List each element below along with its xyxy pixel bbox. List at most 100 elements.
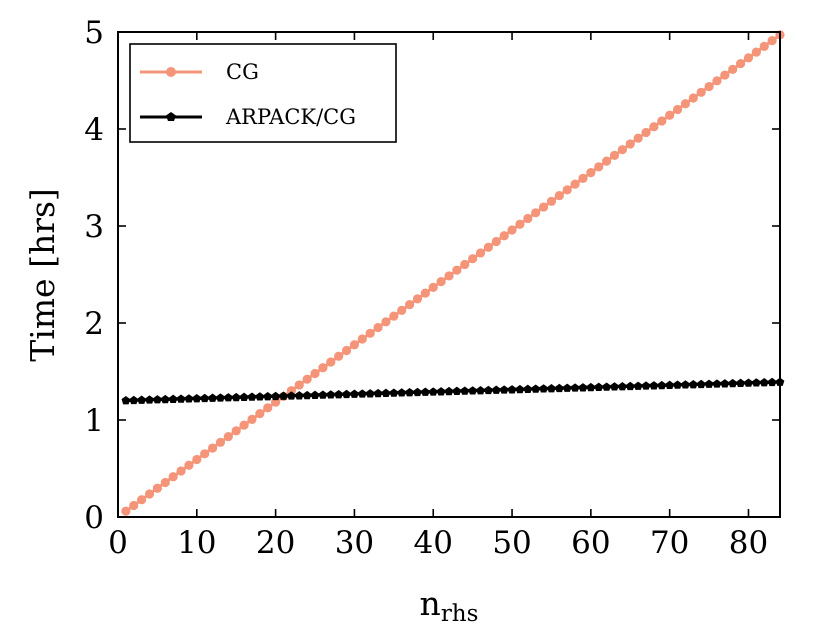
data-point-cg-41 [436, 277, 446, 287]
data-point-arpack-cg-6 [160, 394, 170, 404]
data-point-arpack-cg-81 [751, 378, 761, 387]
data-point-arpack-cg-43 [452, 386, 462, 395]
data-point-arpack-cg-53 [531, 384, 541, 393]
data-point-arpack-cg-31 [357, 389, 367, 398]
data-point-arpack-cg-14 [223, 393, 233, 402]
data-point-arpack-cg-21 [279, 391, 288, 400]
data-point-cg-55 [546, 196, 557, 206]
legend-swatch-arpack-marker [166, 112, 176, 121]
data-point-arpack-cg-20 [271, 391, 280, 401]
data-point-arpack-cg-17 [247, 392, 257, 401]
data-point-cg-67 [641, 127, 651, 138]
data-point-cg-32 [365, 328, 375, 338]
data-point-cg-47 [483, 242, 494, 252]
data-point-cg-17 [247, 414, 257, 424]
data-point-cg-39 [420, 288, 430, 298]
data-point-arpack-cg-27 [326, 390, 336, 399]
x-tick-label-10: 10 [177, 525, 216, 561]
data-point-arpack-cg-40 [428, 387, 438, 396]
data-point-cg-74 [696, 87, 706, 97]
data-point-cg-8 [176, 466, 186, 476]
data-point-arpack-cg-73 [688, 380, 698, 389]
data-point-arpack-cg-57 [562, 383, 572, 392]
ticks-layer: 0 10 20 30 40 50 60 70 80 0 1 2 3 4 5 [84, 15, 780, 561]
data-point-cg-68 [649, 122, 659, 132]
data-point-cg-13 [215, 437, 226, 447]
data-point-cg-5 [152, 483, 163, 493]
data-point-arpack-cg-5 [153, 395, 162, 404]
data-point-arpack-cg-1 [121, 396, 131, 405]
data-point-cg-72 [680, 99, 691, 109]
data-point-cg-38 [412, 294, 423, 304]
data-point-cg-63 [609, 150, 620, 161]
data-point-arpack-cg-42 [444, 386, 454, 396]
data-point-arpack-cg-36 [397, 388, 407, 397]
data-point-cg-51 [515, 219, 525, 229]
data-point-arpack-cg-72 [681, 380, 690, 389]
data-point-cg-42 [444, 271, 454, 281]
data-point-arpack-cg-22 [287, 391, 296, 400]
data-point-arpack-cg-9 [184, 394, 194, 403]
data-point-arpack-cg-46 [476, 386, 485, 395]
data-point-arpack-cg-41 [436, 387, 446, 396]
data-point-arpack-cg-48 [491, 385, 501, 394]
data-point-cg-69 [657, 116, 667, 126]
x-tick-label-50: 50 [492, 525, 531, 561]
x-tick-label-60: 60 [571, 525, 610, 561]
data-point-arpack-cg-55 [547, 384, 556, 393]
data-point-arpack-cg-54 [539, 384, 548, 393]
legend-swatch-cg-marker [166, 67, 176, 77]
data-point-cg-11 [200, 449, 210, 459]
data-point-cg-61 [594, 162, 604, 172]
y-tick-label-0: 0 [84, 500, 104, 536]
y-tick-label-2: 2 [84, 306, 104, 342]
data-point-arpack-cg-10 [192, 394, 202, 403]
x-axis-title-subscript: rhs [441, 601, 479, 623]
data-point-cg-83 [767, 36, 777, 46]
data-point-cg-56 [554, 190, 564, 201]
data-point-cg-1 [121, 506, 131, 516]
data-point-cg-52 [523, 213, 533, 224]
data-point-cg-37 [404, 300, 415, 310]
data-point-arpack-cg-12 [208, 393, 217, 402]
x-axis-title-main: n [420, 584, 441, 623]
data-point-cg-65 [625, 139, 635, 149]
data-point-cg-77 [720, 70, 730, 80]
data-point-cg-48 [491, 236, 501, 247]
data-point-cg-36 [397, 305, 407, 315]
data-point-cg-12 [207, 443, 218, 453]
data-point-cg-81 [751, 47, 761, 57]
data-point-arpack-cg-3 [137, 395, 147, 404]
data-point-cg-35 [389, 311, 399, 321]
data-point-arpack-cg-13 [216, 393, 225, 402]
data-point-arpack-cg-15 [231, 392, 241, 402]
data-point-arpack-cg-49 [499, 385, 509, 394]
data-point-arpack-cg-60 [586, 382, 596, 392]
data-point-arpack-cg-62 [602, 382, 611, 391]
data-point-arpack-cg-7 [168, 394, 178, 403]
data-point-arpack-cg-79 [736, 378, 745, 387]
data-point-arpack-cg-71 [673, 380, 682, 389]
x-tick-label-70: 70 [650, 525, 689, 561]
data-point-arpack-cg-67 [641, 381, 651, 390]
data-point-cg-54 [538, 202, 549, 212]
data-point-cg-15 [231, 426, 241, 436]
data-point-arpack-cg-29 [342, 389, 351, 399]
data-point-cg-62 [602, 156, 612, 166]
x-tick-label-0: 0 [108, 525, 128, 561]
data-point-cg-82 [759, 41, 769, 51]
data-point-cg-59 [578, 173, 588, 183]
data-point-arpack-cg-66 [633, 381, 643, 390]
data-point-cg-31 [357, 334, 367, 344]
data-point-arpack-cg-56 [554, 383, 564, 393]
x-tick-label-40: 40 [414, 525, 453, 561]
data-point-arpack-cg-74 [696, 379, 706, 389]
data-point-arpack-cg-77 [720, 379, 730, 388]
data-point-cg-49 [499, 231, 509, 241]
data-point-arpack-cg-24 [302, 390, 312, 400]
data-point-arpack-cg-18 [255, 392, 265, 401]
data-point-cg-34 [381, 317, 391, 327]
data-point-arpack-cg-32 [365, 389, 375, 398]
series-layer [121, 30, 785, 516]
data-point-cg-44 [460, 259, 470, 270]
